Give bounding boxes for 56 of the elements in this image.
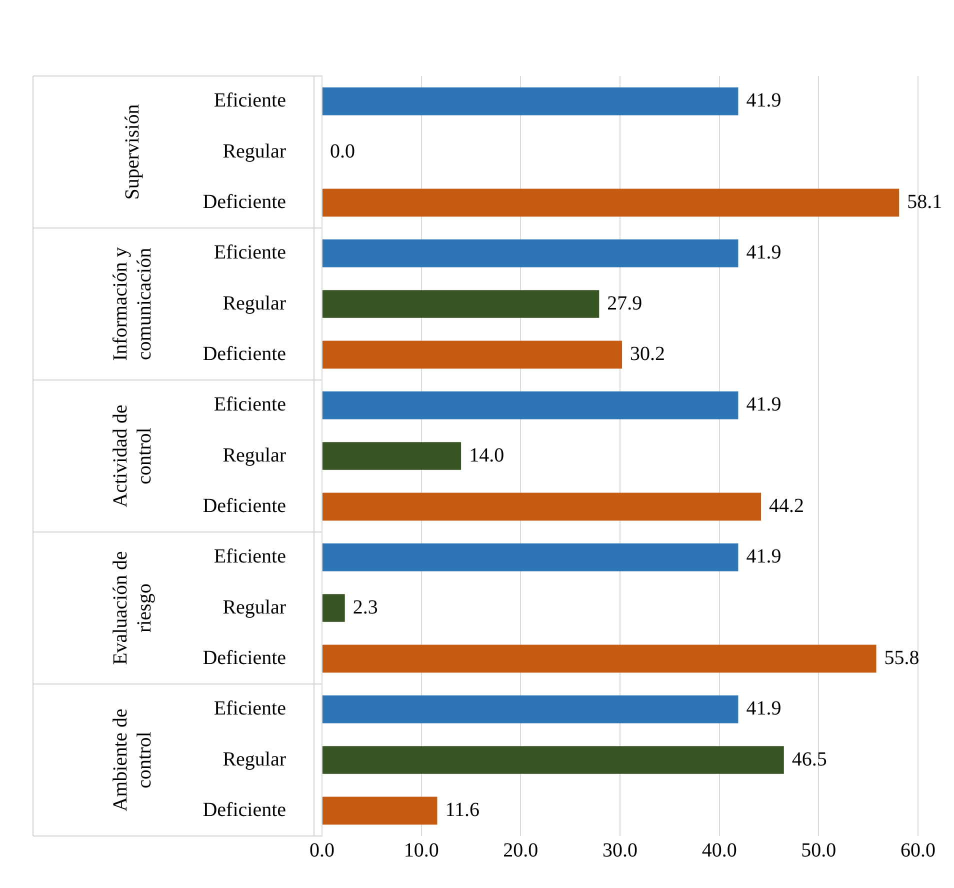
y-tick-label: Deficiente [202, 342, 286, 365]
bar [322, 594, 345, 622]
data-label: 46.5 [792, 748, 827, 770]
data-label: 2.3 [352, 596, 378, 618]
x-tick-label: 10.0 [404, 839, 439, 862]
text: Actividad de control [109, 404, 156, 508]
bar [322, 644, 876, 673]
y-tick-label: Regular [222, 444, 286, 466]
bar [322, 442, 462, 470]
y-tick-label: Eficiente [214, 546, 286, 568]
x-tick-label: 0.0 [310, 839, 334, 862]
bar [322, 492, 762, 521]
y-tick-label: Deficiente [202, 646, 286, 669]
y-tick-label: Regular [222, 140, 286, 162]
bar [322, 87, 738, 116]
y-tick-label: Regular [222, 748, 286, 770]
bar [322, 391, 738, 420]
y-tick-label: Deficiente [202, 494, 286, 517]
y-tick-label: Deficiente [202, 190, 286, 213]
data-label: 41.9 [746, 242, 782, 264]
y-tick-label: Eficiente [214, 394, 286, 416]
bar [322, 239, 738, 268]
data-label: 30.2 [630, 342, 665, 365]
bar [322, 746, 784, 774]
x-tick-label: 30.0 [602, 839, 638, 862]
bar [322, 543, 738, 572]
data-label: 41.9 [746, 90, 782, 112]
bar [322, 340, 622, 369]
bar [322, 695, 738, 724]
x-tick-label: 50.0 [801, 839, 836, 862]
data-label: 11.6 [445, 798, 480, 821]
y-tick-label: Regular [222, 596, 286, 618]
x-tick-label: 60.0 [900, 839, 936, 862]
data-label: 41.9 [746, 698, 782, 720]
data-label: 41.9 [746, 546, 782, 568]
text: Ambiente de control [109, 708, 156, 812]
data-label: 55.8 [884, 646, 920, 669]
data-label: 27.9 [607, 292, 642, 314]
text: Información y comunicación [109, 247, 156, 361]
text: Evaluación de riesgo [109, 550, 156, 665]
y-tick-label: Eficiente [214, 90, 286, 112]
y-tick-label: Eficiente [214, 242, 286, 264]
y-tick-label: Deficiente [202, 798, 286, 821]
bar [322, 796, 438, 825]
data-label: 0.0 [330, 140, 355, 162]
data-label: 58.1 [907, 190, 942, 213]
text: Supervisión [121, 104, 144, 200]
data-label: 44.2 [769, 494, 804, 517]
x-tick-label: 40.0 [702, 839, 737, 862]
data-label: 14.0 [469, 444, 504, 466]
bar [322, 188, 900, 217]
y-tick-label: Eficiente [214, 698, 286, 720]
bar [322, 290, 600, 318]
data-label: 41.9 [746, 394, 782, 416]
x-tick-label: 20.0 [503, 839, 538, 862]
y-tick-label: Regular [222, 292, 286, 314]
